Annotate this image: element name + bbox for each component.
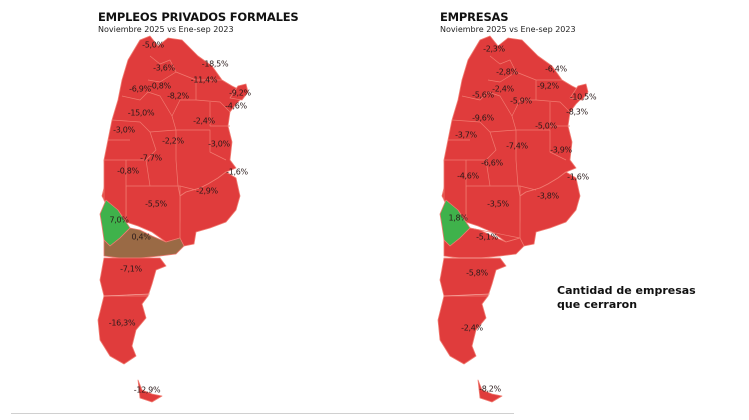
- annotation-line-1: Cantidad de empresas: [557, 284, 696, 297]
- label-santiago: -8,2%: [167, 91, 189, 101]
- label-rio-negro: 0,4%: [131, 232, 151, 242]
- label-entre-rios: -3,9%: [550, 145, 572, 155]
- label-formosa: -6,4%: [545, 64, 567, 74]
- right-map-subtitle: Noviembre 2025 vs Ene-sep 2023: [440, 25, 576, 34]
- bottom-divider: [11, 413, 514, 414]
- label-santa-cruz: -16,3%: [108, 318, 136, 328]
- region-santa-cruz: [437, 295, 489, 365]
- label-chaco: -11,4%: [190, 75, 218, 85]
- right-map-title: EMPRESAS: [440, 10, 509, 24]
- label-san-juan: -3,7%: [455, 130, 477, 140]
- label-rio-negro: -5,1%: [476, 232, 498, 242]
- label-tucuman: -0,8%: [149, 81, 171, 91]
- label-chubut: -5,8%: [466, 268, 488, 278]
- region-chubut: [439, 257, 507, 297]
- left-map-panel: EMPLEOS PRIVADOS FORMALES Noviembre 2025…: [0, 0, 374, 420]
- label-catamarca: -6,9%: [129, 84, 151, 94]
- label-santa-fe: -2,4%: [193, 116, 215, 126]
- label-san-juan: -3,0%: [113, 125, 135, 135]
- region-chubut: [99, 257, 167, 297]
- label-tierra-del-fuego: -8,2%: [479, 384, 501, 394]
- label-santiago: -5,9%: [510, 96, 532, 106]
- region-santa-cruz: [97, 295, 149, 365]
- label-chubut: -7,1%: [120, 264, 142, 274]
- label-san-luis: -6,6%: [481, 158, 503, 168]
- label-santa-fe: -5,0%: [535, 121, 557, 131]
- label-la-rioja: -15,0%: [127, 108, 155, 118]
- label-chaco: -9,2%: [537, 81, 559, 91]
- label-catamarca: -5,6%: [472, 90, 494, 100]
- label-buenos-aires: -3,8%: [537, 191, 559, 201]
- region-rio-negro: [443, 227, 525, 259]
- label-caba: -1,6%: [567, 172, 589, 182]
- label-salta: -3,6%: [153, 63, 175, 73]
- region-tierra-del-fuego: [137, 379, 163, 403]
- argentina-map-companies: [437, 35, 589, 403]
- right-map-panel: EMPRESAS Noviembre 2025 vs Ene-sep 2023: [340, 0, 749, 420]
- label-misiones: -10,5%: [569, 92, 597, 102]
- argentina-map-employment: [97, 35, 249, 403]
- label-tucuman: -2,4%: [492, 84, 514, 94]
- label-corrientes: -8,3%: [566, 107, 588, 117]
- region-tierra-del-fuego: [477, 379, 503, 403]
- label-neuquen: 7,0%: [109, 215, 129, 225]
- label-misiones: -9,2%: [229, 88, 251, 98]
- left-map-subtitle: Noviembre 2025 vs Ene-sep 2023: [98, 25, 234, 34]
- label-corrientes: -4,6%: [225, 101, 247, 111]
- region-misiones: [569, 83, 589, 101]
- region-rio-negro: [103, 227, 185, 259]
- region-misiones: [229, 83, 249, 101]
- label-buenos-aires: -2,9%: [196, 186, 218, 196]
- annotation-line-2: que cerraron: [557, 298, 638, 311]
- label-san-luis: -7,7%: [140, 153, 162, 163]
- label-jujuy: -5,0%: [142, 40, 164, 50]
- label-jujuy: -2,3%: [483, 44, 505, 54]
- label-caba: -1,6%: [226, 167, 248, 177]
- label-salta: -2,8%: [496, 67, 518, 77]
- label-la-pampa: -5,5%: [145, 199, 167, 209]
- label-cordoba: -2,2%: [162, 136, 184, 146]
- label-entre-rios: -3,0%: [208, 139, 230, 149]
- label-mendoza: -4,6%: [457, 171, 479, 181]
- label-mendoza: -0,8%: [117, 166, 139, 176]
- label-formosa: -18,5%: [201, 59, 229, 69]
- label-cordoba: -7,4%: [506, 141, 528, 151]
- label-tierra-del-fuego: -12,9%: [133, 385, 161, 395]
- annotation-companies-closed: Cantidad de empresas que cerraron: [557, 284, 707, 312]
- label-santa-cruz: -2,4%: [461, 323, 483, 333]
- label-la-pampa: -3,5%: [487, 199, 509, 209]
- label-la-rioja: -9,6%: [472, 113, 494, 123]
- left-map-title: EMPLEOS PRIVADOS FORMALES: [98, 10, 299, 24]
- label-neuquen: 1,8%: [448, 213, 468, 223]
